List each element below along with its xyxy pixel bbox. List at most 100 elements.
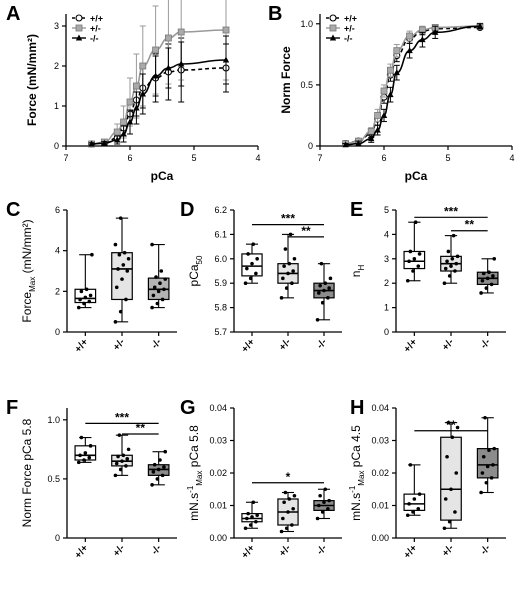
panel-letter: F [6, 397, 18, 419]
x-tick-label: 4 [255, 153, 260, 163]
data-point [416, 264, 421, 268]
data-point [282, 500, 286, 505]
data-point [487, 270, 491, 275]
data-point [158, 458, 162, 462]
data-point [255, 257, 259, 261]
data-point [248, 276, 253, 281]
data-point [159, 269, 164, 273]
data-point [155, 477, 160, 481]
data-point [450, 257, 455, 261]
data-point [118, 216, 123, 220]
data-point [320, 510, 325, 514]
data-point [284, 526, 289, 531]
data-point [126, 98, 134, 106]
legend-label: +/- [344, 24, 355, 34]
data-point [151, 293, 156, 298]
data-point [479, 291, 483, 295]
x-tick-label: -/- [149, 543, 164, 557]
x-tick-label: 6 [381, 153, 386, 163]
data-point [126, 118, 134, 125]
significance-label: *** [444, 204, 458, 218]
data-point [78, 297, 82, 302]
y-tick-label: 3 [384, 254, 389, 264]
data-point [292, 257, 297, 261]
data-point [88, 140, 95, 147]
data-point [455, 254, 460, 259]
data-point [124, 464, 128, 468]
x-tick-label: +/- [111, 543, 127, 559]
data-point [318, 283, 322, 288]
data-point [158, 281, 162, 286]
data-point [291, 269, 295, 273]
data-point [75, 14, 83, 22]
data-point [122, 250, 127, 255]
data-point [380, 111, 388, 118]
box [403, 493, 426, 511]
y-axis-label: ForceMax (mN/mm²) [20, 219, 37, 322]
x-tick-label: +/+ [73, 543, 91, 561]
data-point [281, 516, 285, 521]
data-point [125, 269, 130, 273]
y-tick-label: 0.01 [371, 501, 389, 511]
legend-label: -/- [90, 34, 99, 44]
data-point [160, 297, 165, 302]
y-axis-label-sub: 50 [195, 255, 204, 264]
y-tick-label: 0.00 [371, 533, 389, 543]
data-point [329, 24, 337, 32]
y-tick-label: 6.0 [214, 254, 227, 264]
data-point [290, 523, 294, 527]
data-point [387, 91, 394, 98]
data-point [139, 62, 147, 70]
data-point [487, 448, 491, 453]
data-point [160, 473, 165, 478]
data-point [368, 135, 375, 142]
data-point [113, 242, 118, 247]
y-tick-label: 0.00 [209, 533, 227, 543]
data-point [326, 506, 330, 511]
x-tick-label: 6 [127, 153, 132, 163]
data-point [317, 503, 321, 508]
data-point [446, 420, 451, 425]
series-line-2 [345, 25, 481, 146]
panel-letter: B [268, 3, 282, 25]
data-point [405, 513, 410, 518]
data-point [120, 277, 124, 281]
y-axis-label: mN.s-1Max pCa 5.8 [186, 425, 204, 521]
data-point [492, 446, 497, 451]
data-point [254, 271, 258, 276]
y-tick-label: 0 [55, 533, 60, 543]
x-tick-label: 5 [191, 153, 196, 163]
data-point [317, 291, 321, 295]
data-point [117, 252, 122, 257]
legend-label: +/+ [90, 14, 103, 24]
y-axis-label-suffix: pCa 4.5 [349, 425, 363, 471]
data-point [432, 28, 439, 35]
data-point [407, 259, 411, 264]
y-tick-label: 5.7 [214, 327, 227, 337]
data-point [406, 32, 414, 40]
data-point [443, 497, 448, 501]
data-point [87, 299, 92, 304]
data-point [152, 46, 160, 54]
y-axis-label: mN.s-1Max pCa 4.5 [348, 425, 366, 521]
y-tick-label: 4 [55, 246, 60, 256]
data-point [455, 425, 460, 430]
data-point [83, 295, 88, 300]
y-axis-label: Force (mN/mm²) [25, 34, 39, 126]
data-point [114, 285, 119, 290]
data-point [156, 467, 161, 472]
data-point [326, 296, 330, 300]
data-point [416, 506, 421, 511]
significance-label: * [286, 470, 291, 484]
panel-letter: G [180, 397, 196, 419]
y-axis-label-main: n [349, 271, 363, 278]
y-tick-label: 1.0 [47, 415, 60, 425]
data-point [445, 454, 449, 459]
data-point [328, 276, 333, 281]
significance-label: *** [115, 410, 129, 424]
data-point [121, 453, 126, 458]
data-point [151, 470, 156, 474]
series-line-0 [345, 26, 481, 145]
data-point [118, 467, 123, 472]
data-point [125, 457, 130, 461]
